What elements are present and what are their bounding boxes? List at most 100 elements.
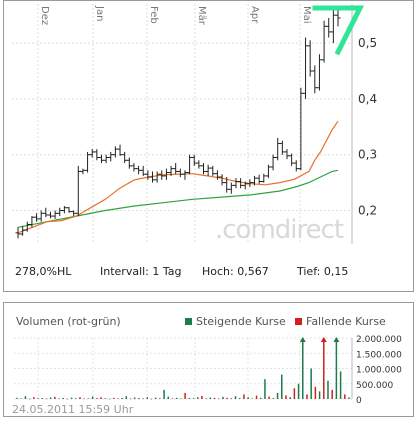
ohlc-bar [326, 17, 332, 38]
ohlc-bar [219, 174, 225, 186]
ohlc-bar [117, 144, 123, 156]
ohlc-bar [112, 146, 118, 158]
ohlc-bar [210, 165, 216, 176]
ohlc-bar [75, 165, 81, 217]
ohlc-bar [298, 87, 304, 171]
ohlc-bar [233, 178, 239, 189]
ohlc-bar [24, 221, 30, 232]
ohlc-bar [122, 151, 128, 164]
ohlc-bar [187, 154, 193, 175]
legend-falling: Fallende Kurse [295, 315, 386, 328]
ohlc-bar [293, 160, 299, 172]
performance-stat: 278,0%HL [15, 265, 72, 278]
ohlc-bar [52, 210, 58, 219]
y-tick-label: 0,4 [358, 92, 377, 106]
ohlc-bar [182, 170, 188, 180]
ohlc-bar [168, 165, 174, 176]
legend-falling-label: Fallende Kurse [306, 315, 386, 328]
ohlc-bar [247, 179, 253, 188]
ohlc-bar [149, 171, 155, 183]
ohlc-bar [126, 157, 132, 169]
logo-seven-shape [312, 5, 365, 56]
ohlc-bar [131, 163, 137, 172]
ohlc-bar [261, 173, 267, 183]
low-stat: Tief: 0,15 [297, 265, 348, 278]
logo-seven-mark [312, 5, 365, 56]
ohlc-bar [275, 137, 281, 161]
timestamp: 24.05.2011 15:59 Uhr [12, 403, 134, 416]
ohlc-bar [205, 164, 211, 176]
low-value: 0,15 [323, 265, 349, 278]
ohlc-bar [228, 182, 234, 194]
high-stat: Hoch: 0,567 [202, 265, 269, 278]
y-tick-label: 0,5 [358, 36, 377, 50]
ohlc-bar [307, 40, 313, 77]
ohlc-bar [71, 210, 77, 217]
ohlc-bar [154, 171, 160, 183]
ohlc-bar [201, 163, 207, 175]
ohlc-bar [15, 227, 21, 239]
ohlc-bar [321, 20, 327, 63]
ohlc-bar [303, 37, 309, 99]
ohlc-bar [29, 216, 35, 228]
price-chart: 0,5 0,4 0,3 0,2 Dez Jan Feb Mär Apr Mai .comdirect [12, 4, 377, 245]
ohlc-bar [284, 149, 290, 160]
month-label: Feb [148, 6, 159, 24]
ohlc-bar [316, 54, 322, 91]
interval-stat: Intervall: 1 Tag [100, 265, 182, 278]
moving-average-long-line [17, 169, 339, 228]
ohlc-bar [94, 149, 100, 161]
ohlc-bar [103, 154, 109, 164]
ohlc-bar [270, 154, 276, 171]
legend-falling-swatch [295, 318, 302, 325]
ohlc-bar [89, 149, 95, 158]
ohlc-bar [108, 151, 114, 162]
ohlc-bar [312, 65, 318, 94]
ohlc-bar [34, 213, 40, 222]
month-label: Apr [249, 6, 260, 24]
low-label: Tief: [297, 265, 321, 278]
legend-rising-swatch [185, 318, 192, 325]
high-value: 0,567 [237, 265, 269, 278]
ohlc-bar [163, 168, 169, 180]
ohlc-bar [57, 207, 63, 217]
month-label: Jan [94, 5, 105, 21]
ohlc-bar [85, 151, 91, 173]
interval-label: Intervall: [100, 265, 149, 278]
ohlc-bar [279, 140, 285, 155]
ohlc-bar [173, 163, 179, 175]
ohlc-bar [20, 226, 26, 236]
ohlc-bar [38, 210, 44, 222]
ohlc-bar [289, 153, 295, 166]
ohlc-bar [252, 175, 258, 186]
month-label: Dez [39, 6, 50, 25]
legend-rising-label: Steigende Kurse [196, 315, 286, 328]
ohlc-bar [159, 170, 165, 180]
price-chart-panel [3, 0, 414, 292]
month-label: Mär [196, 6, 207, 26]
month-label: Mai [301, 6, 312, 24]
watermark-text: .comdirect [215, 215, 344, 245]
ohlc-bar [140, 165, 146, 176]
ohlc-bar [256, 174, 262, 184]
ohlc-bar [214, 170, 220, 180]
ohlc-bar [47, 211, 53, 219]
ohlc-bar [145, 170, 151, 180]
ohlc-bar [330, 5, 336, 44]
ohlc-bar [242, 181, 248, 190]
ohlc-bar [224, 177, 230, 193]
ohlc-bar [238, 178, 244, 189]
legend-rising: Steigende Kurse [185, 315, 286, 328]
ohlc-bar [265, 164, 271, 179]
ohlc-bar [196, 160, 202, 169]
y-tick-label: 0,2 [358, 204, 377, 218]
ohlc-bar [98, 154, 104, 164]
ohlc-bar [177, 168, 183, 178]
high-label: Hoch: [202, 265, 234, 278]
interval-value: 1 Tag [152, 265, 182, 278]
ohlc-bar [66, 207, 72, 213]
ohlc-bar [136, 165, 142, 175]
ohlc-bar [43, 207, 49, 218]
ohlc-bar [61, 206, 67, 214]
y-tick-label: 0,3 [358, 148, 377, 162]
